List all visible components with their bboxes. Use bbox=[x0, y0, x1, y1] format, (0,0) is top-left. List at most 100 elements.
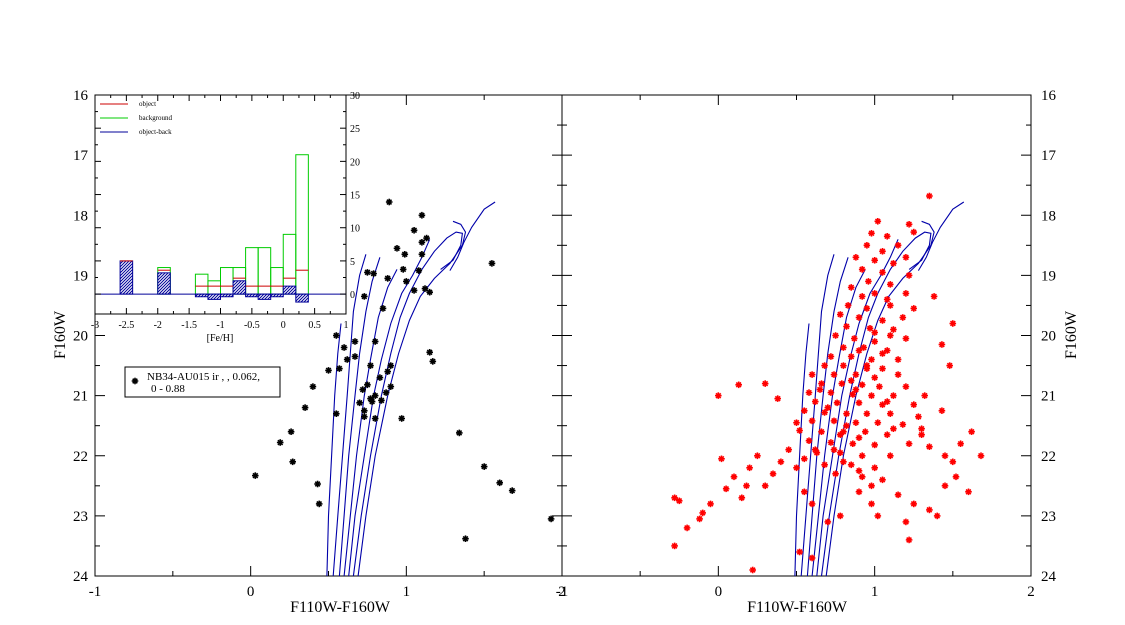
right-y-tick-label: 23 bbox=[1041, 509, 1056, 525]
inset-y-tick-label: 25 bbox=[350, 124, 360, 135]
right-data-point bbox=[918, 431, 925, 438]
right-data-point bbox=[887, 452, 894, 460]
right-data-point bbox=[871, 464, 878, 472]
right-data-point bbox=[827, 389, 835, 396]
right-data-point bbox=[879, 476, 886, 484]
right-data-point bbox=[801, 407, 808, 414]
inset-legend-label-background: background bbox=[139, 114, 173, 122]
right-data-point bbox=[902, 254, 910, 261]
left-y-tick-label: 18 bbox=[73, 208, 88, 224]
right-data-point bbox=[858, 293, 866, 300]
left-x-axis-title: F110W-F160W bbox=[290, 599, 391, 616]
right-data-point bbox=[735, 381, 742, 389]
left-data-point bbox=[378, 397, 385, 404]
left-data-point bbox=[399, 266, 407, 273]
right-data-point bbox=[883, 431, 891, 438]
right-data-point bbox=[840, 458, 847, 466]
left-data-point bbox=[361, 293, 368, 300]
right-data-point bbox=[855, 434, 863, 441]
right-data-point bbox=[843, 323, 850, 330]
right-data-point bbox=[941, 452, 949, 460]
right-data-point bbox=[910, 401, 917, 408]
right-data-point bbox=[749, 566, 756, 574]
right-data-point bbox=[879, 248, 886, 255]
left-data-point bbox=[410, 227, 418, 234]
right-data-point bbox=[941, 482, 949, 490]
right-data-point bbox=[902, 335, 910, 342]
right-data-point bbox=[902, 518, 910, 526]
inset-y-tick-label: 10 bbox=[350, 224, 360, 235]
right-data-point bbox=[796, 427, 803, 434]
right-data-point bbox=[883, 347, 891, 354]
right-data-point bbox=[860, 344, 867, 351]
right-data-point bbox=[793, 464, 800, 472]
inset-y-tick-label: 20 bbox=[350, 157, 360, 168]
left-data-point bbox=[368, 398, 376, 405]
right-data-point bbox=[830, 417, 838, 425]
left-data-point bbox=[364, 269, 371, 276]
right-data-point bbox=[743, 482, 750, 490]
left-data-point bbox=[351, 353, 359, 360]
left-data-point bbox=[364, 381, 371, 389]
inset-legend: object background object-back bbox=[100, 100, 173, 136]
right-data-point bbox=[921, 392, 928, 399]
right-data-point bbox=[871, 329, 878, 336]
right-data-point bbox=[863, 365, 871, 372]
right-data-point bbox=[801, 455, 808, 463]
right-x-tick-label: 1 bbox=[871, 584, 879, 600]
left-data-point bbox=[403, 278, 410, 285]
right-data-point bbox=[830, 371, 838, 378]
right-data-point bbox=[855, 467, 863, 475]
left-data-point bbox=[547, 515, 555, 523]
left-legend-label-2: 0 - 0.88 bbox=[151, 383, 185, 395]
right-data-point bbox=[837, 512, 844, 520]
right-data-point bbox=[890, 260, 897, 267]
right-data-point bbox=[938, 407, 946, 414]
inset-x-tick-label: -2.5 bbox=[118, 320, 134, 331]
right-y-tick-label: 24 bbox=[1041, 569, 1057, 585]
inset-x-tick-label: 0 bbox=[281, 320, 286, 331]
right-data-point bbox=[852, 386, 860, 393]
left-data-point bbox=[371, 415, 379, 422]
left-data-point bbox=[333, 410, 340, 417]
right-data-point bbox=[671, 494, 678, 502]
right-data-point bbox=[933, 512, 941, 520]
right-data-point bbox=[718, 455, 725, 463]
left-data-point bbox=[401, 251, 409, 258]
right-data-point bbox=[847, 377, 855, 384]
left-data-point bbox=[429, 358, 437, 365]
right-data-point bbox=[837, 311, 844, 318]
right-data-point bbox=[840, 362, 847, 369]
right-isochrone-line bbox=[825, 220, 935, 577]
right-data-point bbox=[879, 317, 886, 324]
right-data-point bbox=[905, 536, 913, 544]
right-data-point bbox=[855, 399, 863, 407]
right-data-point bbox=[812, 446, 819, 453]
right-data-point bbox=[852, 419, 860, 426]
left-isochrone-line bbox=[338, 257, 381, 577]
left-data-point bbox=[421, 285, 429, 292]
right-data-point bbox=[738, 494, 746, 502]
right-data-point bbox=[890, 392, 897, 399]
left-data-point bbox=[314, 480, 321, 488]
right-y-tick-label: 17 bbox=[1041, 148, 1057, 164]
left-y-tick-label: 21 bbox=[73, 389, 88, 405]
left-data-point bbox=[382, 389, 390, 396]
left-data-point bbox=[340, 344, 348, 351]
right-data-point bbox=[871, 257, 878, 264]
inset-x-tick-label: 1 bbox=[344, 320, 349, 331]
left-data-point bbox=[418, 251, 426, 258]
right-data-point bbox=[796, 548, 803, 556]
left-y-tick-label: 19 bbox=[73, 268, 88, 284]
right-data-point bbox=[946, 362, 953, 369]
right-data-point bbox=[761, 482, 769, 490]
inset-y-tick-label: 30 bbox=[350, 91, 360, 102]
right-data-point bbox=[879, 269, 886, 276]
right-data-point bbox=[818, 428, 825, 435]
right-data-point bbox=[812, 398, 819, 405]
right-data-point bbox=[683, 524, 691, 532]
right-plot-frame bbox=[561, 94, 1032, 577]
right-data-point bbox=[915, 413, 922, 420]
right-data-point bbox=[868, 356, 875, 363]
